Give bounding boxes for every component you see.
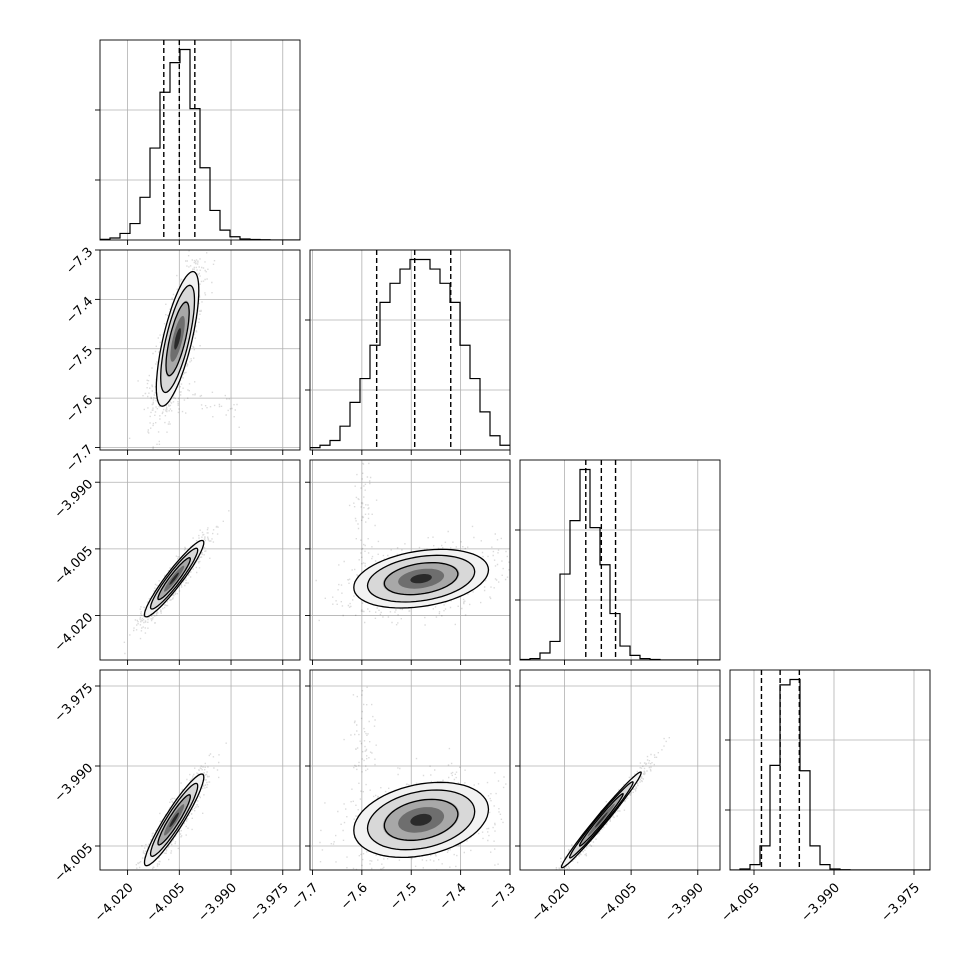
panel-content bbox=[131, 742, 227, 870]
contour-line bbox=[353, 548, 490, 609]
x-tick-label: −7.4 bbox=[437, 880, 470, 913]
y-tick-label: −3.975 bbox=[52, 681, 97, 726]
panel-content bbox=[315, 462, 510, 626]
density-fill bbox=[169, 812, 179, 828]
contour-line bbox=[149, 547, 199, 610]
y-tick-label: −7.5 bbox=[63, 343, 96, 376]
contour-line bbox=[157, 794, 191, 846]
contour-line bbox=[143, 773, 205, 867]
y-tick-label: −4.020 bbox=[52, 610, 97, 655]
contour-line bbox=[160, 284, 196, 394]
histogram-var-0 bbox=[100, 48, 300, 240]
y-tick-label: −3.990 bbox=[52, 477, 97, 522]
contour-line bbox=[157, 557, 191, 601]
panel-content bbox=[120, 510, 230, 660]
panel-frame bbox=[309, 459, 511, 661]
x-tick-label: −3.975 bbox=[247, 880, 292, 925]
panel-frame bbox=[729, 669, 931, 871]
density-fill bbox=[169, 572, 179, 585]
panel-frame bbox=[99, 39, 301, 241]
y-tick-label: −7.4 bbox=[63, 294, 96, 327]
panel-2-1 bbox=[305, 459, 511, 665]
x-tick-label: −3.975 bbox=[878, 880, 923, 925]
y-tick-label: −3.990 bbox=[52, 761, 97, 806]
x-tick-label: −7.3 bbox=[486, 880, 519, 913]
x-tick-label: −7.5 bbox=[387, 880, 420, 913]
panel-frame bbox=[519, 459, 721, 661]
panel-frame bbox=[99, 459, 301, 661]
histogram-var-3 bbox=[730, 678, 930, 870]
contour-line bbox=[149, 782, 199, 858]
density-fill bbox=[410, 813, 432, 826]
panel-3-1 bbox=[305, 669, 511, 875]
density-fill bbox=[410, 574, 432, 584]
contour-line bbox=[578, 793, 624, 847]
x-tick-label: −4.005 bbox=[718, 880, 763, 925]
y-tick-label: −7.6 bbox=[63, 393, 96, 426]
panel-frame bbox=[99, 669, 301, 871]
y-tick-label: −4.005 bbox=[52, 544, 97, 589]
panel-frame bbox=[309, 249, 511, 451]
y-tick-label: −7.3 bbox=[63, 245, 96, 278]
histogram-var-1 bbox=[310, 258, 510, 450]
y-tick-label: −7.7 bbox=[63, 442, 96, 475]
contour-line bbox=[560, 771, 642, 869]
contour-line bbox=[383, 798, 459, 841]
contour-line bbox=[568, 781, 634, 859]
contour-line bbox=[383, 562, 459, 596]
y-tick-label: −4.005 bbox=[52, 841, 97, 886]
density-fill bbox=[595, 812, 608, 828]
x-tick-label: −7.6 bbox=[338, 880, 371, 913]
panel-frame bbox=[309, 669, 511, 871]
panel-3-0 bbox=[95, 669, 301, 875]
x-tick-label: −4.020 bbox=[92, 880, 137, 925]
x-tick-label: −7.7 bbox=[289, 880, 322, 913]
histogram-var-2 bbox=[520, 468, 720, 660]
panel-3-3 bbox=[725, 669, 931, 875]
panel-3-2 bbox=[515, 669, 721, 875]
density-fill bbox=[174, 328, 181, 350]
x-tick-label: −3.990 bbox=[662, 880, 707, 925]
x-tick-label: −3.990 bbox=[798, 880, 843, 925]
panel-0-0 bbox=[95, 39, 301, 245]
panel-content bbox=[554, 737, 670, 870]
contour-line bbox=[366, 789, 476, 851]
x-tick-label: −3.990 bbox=[195, 880, 240, 925]
panel-frame bbox=[519, 669, 721, 871]
contour-line bbox=[366, 554, 476, 603]
panel-2-0 bbox=[95, 459, 301, 665]
panel-content bbox=[310, 686, 507, 870]
panel-1-0 bbox=[95, 249, 301, 455]
x-tick-label: −4.020 bbox=[529, 880, 574, 925]
panel-content bbox=[128, 250, 240, 450]
x-tick-label: −4.005 bbox=[144, 880, 189, 925]
contour-line bbox=[353, 781, 490, 859]
contour-line bbox=[165, 301, 190, 377]
panel-1-1 bbox=[305, 249, 511, 455]
contour-line bbox=[143, 539, 205, 618]
panel-frame bbox=[99, 249, 301, 451]
contour-line bbox=[155, 270, 200, 407]
panel-2-2 bbox=[515, 459, 721, 665]
x-tick-label: −4.005 bbox=[596, 880, 641, 925]
